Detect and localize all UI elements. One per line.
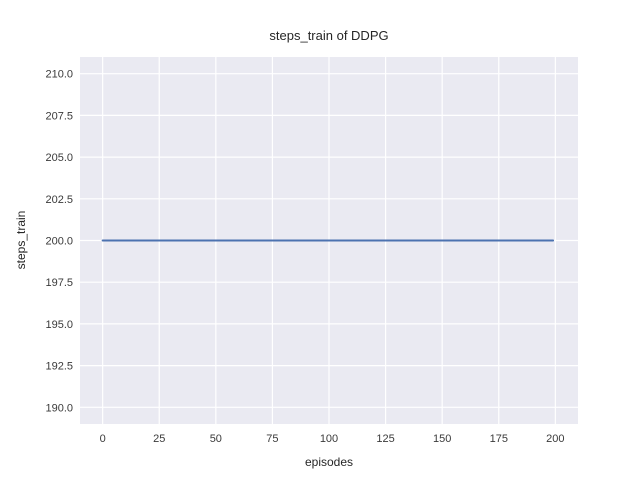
x-tick-label: 150 [433,433,451,445]
chart-title: steps_train of DDPG [269,28,389,43]
y-tick-label: 210.0 [45,69,73,81]
x-tick-label: 25 [153,433,165,445]
x-tick-label: 100 [320,433,338,445]
y-tick-label: 205.0 [45,152,73,164]
y-tick-label: 195.0 [45,319,73,331]
y-tick-label: 202.5 [45,194,73,206]
y-tick-label: 197.5 [45,277,73,289]
x-tick-label: 50 [210,433,222,445]
x-tick-label: 200 [546,433,564,445]
y-tick-label: 190.0 [45,402,73,414]
x-axis-label: episodes [304,455,354,469]
x-tick-label: 125 [376,433,394,445]
y-axis-label-text: steps_train [14,210,28,270]
grid-lines [80,57,578,424]
x-tick-label: 0 [100,433,106,445]
y-tick-label: 200.0 [45,236,73,248]
x-tick-label: 75 [266,433,278,445]
x-tick-label: 175 [490,433,508,445]
y-tick-label: 192.5 [45,361,73,373]
y-tick-label: 207.5 [45,110,73,122]
